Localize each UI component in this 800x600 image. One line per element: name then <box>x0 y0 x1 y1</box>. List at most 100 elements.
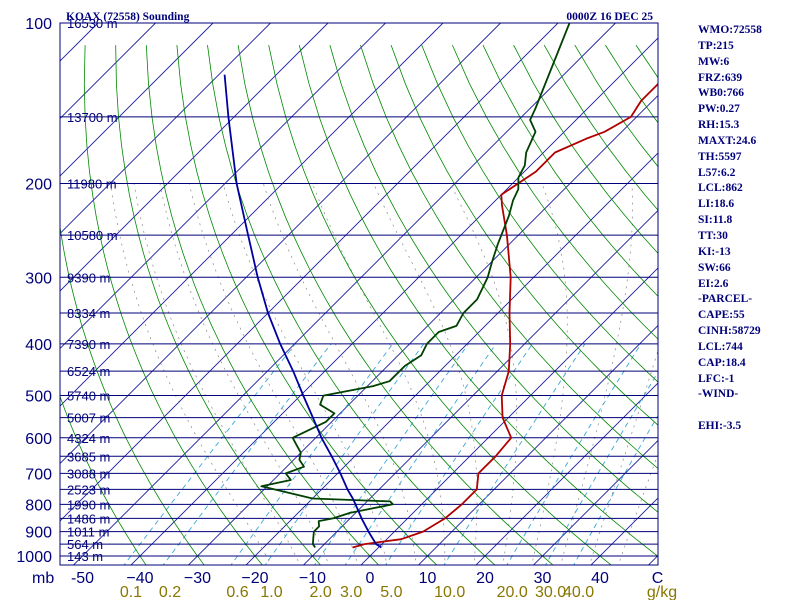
index-ei: EI:2.6 <box>698 277 729 290</box>
mixing-ratio-line <box>314 343 469 565</box>
temperature-line <box>352 82 658 549</box>
index-pw: PW:0.27 <box>698 103 740 116</box>
dewpoint-line <box>260 23 571 549</box>
mixing-ratio-tick-label: 1.0 <box>260 584 282 600</box>
temperature-tick-label: 40 <box>591 570 609 587</box>
height-label: 10580 m <box>67 228 118 243</box>
mixing-ratio-line <box>544 371 658 565</box>
index-tt: TT:30 <box>698 229 728 242</box>
moist-adiabat <box>312 183 446 565</box>
dry-adiabat <box>298 45 658 557</box>
temperature-tick-label: −20 <box>241 570 268 587</box>
height-label: 5740 m <box>67 389 110 404</box>
index-mw: MW:6 <box>698 55 730 68</box>
dry-adiabat <box>60 395 147 565</box>
profile-lines <box>223 23 658 549</box>
height-label: 13700 m <box>67 110 118 125</box>
mixing-ratio-tick-label: 40.0 <box>563 584 594 600</box>
dry-adiabat <box>207 45 496 565</box>
mixing-ratio-line <box>344 343 497 565</box>
pressure-tick-label: 100 <box>25 16 52 33</box>
isotherm <box>475 382 658 565</box>
temperature-tick-label: 0 <box>366 570 375 587</box>
height-label: 5007 m <box>67 411 110 426</box>
height-label: 4324 m <box>67 431 110 446</box>
height-label: 1486 m <box>67 511 110 526</box>
dry-adiabat <box>268 45 612 565</box>
height-label: 6524 m <box>67 364 110 379</box>
isotherm <box>60 23 329 292</box>
pressure-tick-label: 1000 <box>16 549 52 566</box>
height-label: 1990 m <box>67 497 110 512</box>
height-label: 3685 m <box>67 449 110 464</box>
mixing-ratio-line <box>443 343 586 565</box>
mixing-ratio-line <box>162 343 332 565</box>
isotherm <box>60 23 444 407</box>
index-lcl: LCL:862 <box>698 182 743 195</box>
pressure-tick-label: 600 <box>25 431 52 448</box>
dry-adiabat <box>360 44 658 470</box>
isotherm <box>130 37 658 565</box>
background-grid <box>0 23 658 567</box>
moist-adiabat <box>110 183 272 565</box>
temperature-tick-label: 10 <box>419 570 437 587</box>
index-frz: FRZ:639 <box>698 71 743 84</box>
mixing-ratio-tick-label: 0.6 <box>226 584 248 600</box>
height-label: 2523 m <box>67 482 110 497</box>
isotherm <box>60 23 271 235</box>
index-wb0: WB0:766 <box>698 87 744 100</box>
wind-header: -WIND- <box>698 388 739 401</box>
dry-adiabat <box>145 45 380 565</box>
dry-adiabat <box>513 44 658 254</box>
index-th: TH:5597 <box>698 150 742 163</box>
height-label: 8334 m <box>67 306 110 321</box>
index-tp: TP:215 <box>698 39 734 52</box>
valid-time: 0000Z 16 DEC 25 <box>566 11 653 23</box>
moist-adiabat <box>560 183 633 565</box>
temperature-tick-label: C <box>652 570 664 587</box>
index-li: LI:18.6 <box>698 198 735 211</box>
index-cape: CAPE:55 <box>698 309 745 322</box>
pressure-tick-label: 800 <box>25 497 52 514</box>
mixing-ratio-tick-label: 3.0 <box>340 584 362 600</box>
pressure-tick-label: 900 <box>25 525 52 542</box>
height-label: 9390 m <box>67 270 110 285</box>
temperature-tick-label: −30 <box>184 570 211 587</box>
chart-title: KOAX (72558) Sounding <box>66 11 190 23</box>
moist-adiabat <box>188 183 359 565</box>
mixing-ratio-tick-label: 30.0 <box>535 584 566 600</box>
isotherm <box>532 439 658 565</box>
moist-adiabat <box>373 183 478 565</box>
pressure-axis-label: mb <box>32 570 54 587</box>
index-sw: SW:66 <box>698 261 731 274</box>
height-label: 7390 m <box>67 337 110 352</box>
mixing-ratio-line <box>123 343 296 565</box>
temperature-tick-label: −10 <box>299 570 326 587</box>
isotherm <box>60 23 559 522</box>
dry-adiabat <box>421 44 658 383</box>
temperature-tick-label: −40 <box>126 570 153 587</box>
mixing-ratio-line <box>385 343 533 565</box>
mixing-ratio-line <box>506 343 642 565</box>
isotherm <box>0 23 41 567</box>
index-rh: RH:15.3 <box>698 119 740 132</box>
mixing-ratio-tick-label: 2.0 <box>310 584 332 600</box>
moist-adiabat <box>262 183 417 565</box>
mixing-ratio-tick-label: 0.2 <box>159 584 181 600</box>
mixing-ratio-tick-label: 10.0 <box>434 584 465 600</box>
mixing-ratio-tick-label: 5.0 <box>380 584 402 600</box>
isotherm <box>60 23 386 350</box>
dry-adiabat <box>115 45 321 565</box>
pressure-tick-label: 700 <box>25 466 52 483</box>
temperature-tick-label: 20 <box>476 570 494 587</box>
pressure-tick-label: 300 <box>25 270 52 287</box>
moist-adiabat <box>531 183 568 565</box>
plot-frame <box>59 22 659 566</box>
mixing-ratio-unit: g/kg <box>647 584 677 600</box>
index-spacer <box>698 403 798 419</box>
height-label: 11980 m <box>67 176 117 191</box>
isotherm <box>72 23 616 565</box>
pressure-tick-label: 500 <box>25 389 52 406</box>
isotherm <box>60 23 214 177</box>
